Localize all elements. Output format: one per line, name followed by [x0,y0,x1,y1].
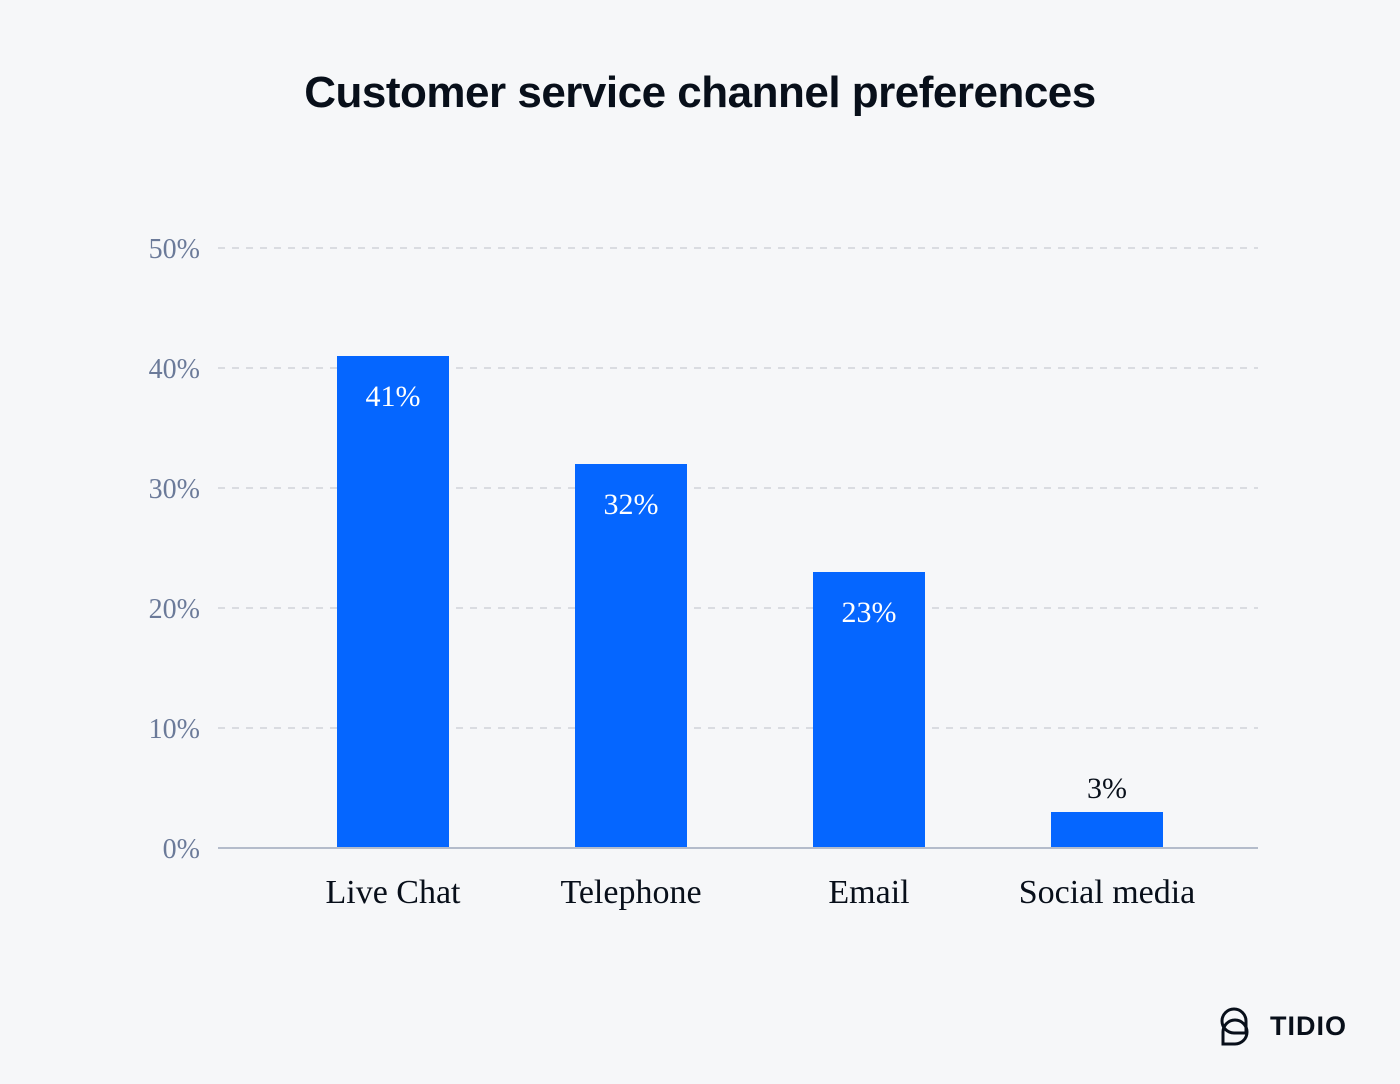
y-tick-label: 0% [163,834,200,865]
bar [813,572,925,848]
x-tick-label: Email [828,874,909,911]
bar [1051,812,1163,848]
bar [575,464,687,848]
x-tick-label: Live Chat [325,874,461,911]
chart-title: Customer service channel preferences [304,68,1096,117]
data-label: 41% [366,380,421,413]
data-label: 23% [842,596,897,629]
y-tick-label: 20% [149,594,200,625]
tidio-logo: TIDIO [1220,1006,1347,1046]
bar [337,356,449,848]
data-label: 32% [604,488,659,521]
tidio-logo-text: TIDIO [1270,1010,1347,1041]
y-tick-label: 30% [149,474,200,505]
x-tick-label: Telephone [560,874,701,911]
y-tick-label: 40% [149,354,200,385]
x-tick-label: Social media [1019,874,1196,911]
data-label: 3% [1087,772,1127,805]
y-tick-label: 50% [149,234,200,265]
y-tick-label: 10% [149,714,200,745]
tidio-logo-icon [1220,1007,1249,1046]
